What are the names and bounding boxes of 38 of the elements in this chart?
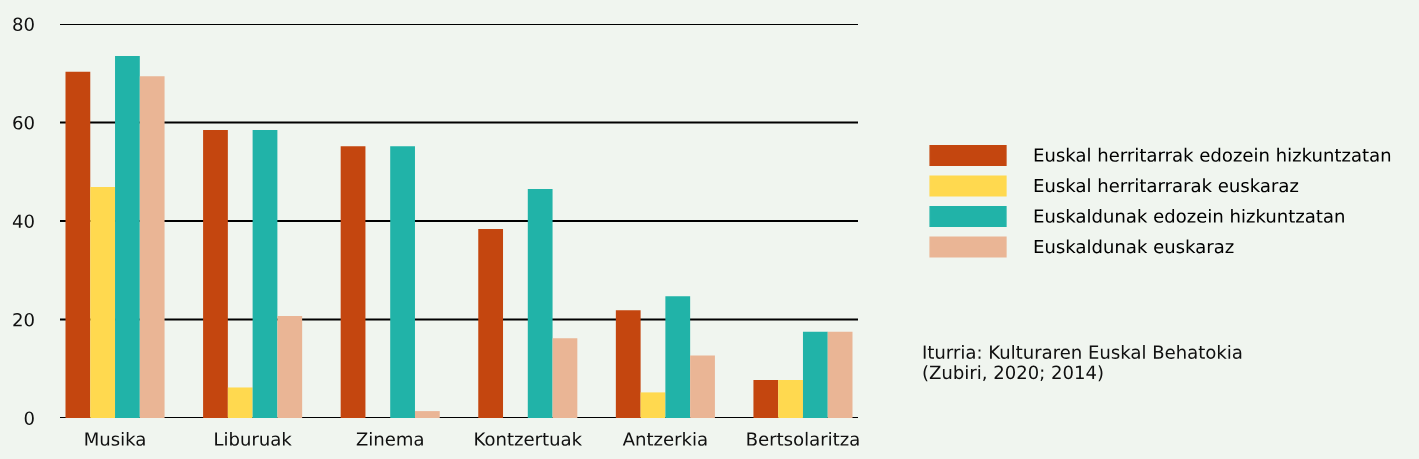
bar <box>615 310 641 418</box>
legend-label: Euskaldunak edozein hizkuntzatan <box>1034 208 1344 223</box>
bar <box>478 228 504 418</box>
bar <box>527 188 553 418</box>
bar <box>203 129 228 418</box>
legend-label: Euskal herritarrak edozein hizkuntzatan <box>1034 147 1391 162</box>
x-tick-label: Musika <box>85 431 145 446</box>
y-tick-label: 40 <box>12 214 34 229</box>
bar <box>65 71 91 418</box>
x-tick-label: Liburuak <box>215 431 292 446</box>
bar <box>690 355 715 418</box>
bar <box>665 296 691 418</box>
x-tick-label: Kontzertuak <box>475 431 583 446</box>
legend-label: Euskaldunak euskaraz <box>1034 239 1234 254</box>
y-tick-label: 60 <box>13 115 34 130</box>
bar <box>640 392 666 418</box>
y-tick-label: 20 <box>13 312 34 327</box>
x-tick-label: Antzerkia <box>622 431 707 446</box>
bar <box>552 338 578 418</box>
legend-label: Euskal herritarrarak euskaraz <box>1034 178 1299 193</box>
x-tick-label: Bertsolaritza <box>747 431 859 446</box>
bar <box>340 146 366 418</box>
text: Iturria: Kulturaren Euskal Behatokia (Zubiri, 2020; 2014) <box>923 345 1242 382</box>
bar <box>252 129 278 418</box>
bar <box>139 76 165 418</box>
bar <box>390 146 415 418</box>
bar <box>778 380 803 418</box>
x-tick-label: Zinema <box>356 431 423 446</box>
bar <box>115 56 140 418</box>
bar <box>277 316 303 418</box>
bar <box>802 331 828 418</box>
y-tick-label: 0 <box>24 411 34 426</box>
bar <box>827 331 853 418</box>
y-tick-label: 80 <box>13 17 34 32</box>
bar <box>227 387 253 418</box>
bar <box>753 380 779 418</box>
bar <box>414 411 440 418</box>
bar <box>90 187 116 418</box>
